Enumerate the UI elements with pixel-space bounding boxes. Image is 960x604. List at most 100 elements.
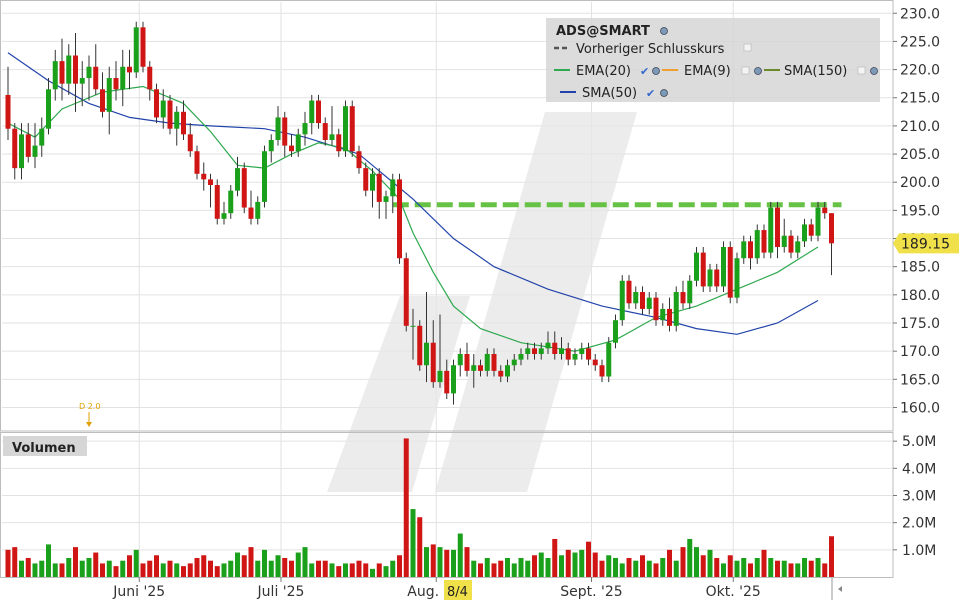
volume-tick-label: 3.0M (902, 488, 936, 504)
volume-bar (815, 557, 821, 577)
legend-sma150-settings-icon[interactable] (870, 67, 878, 75)
legend-ema20-check-icon[interactable]: ✔ (640, 65, 649, 78)
volume-bar (174, 563, 180, 577)
price-axis: 230.0 225.0 220.0 215.0 210.0 205.0 200.0 195.0… (893, 6, 940, 416)
candle (282, 111, 288, 157)
volume-bar (248, 547, 254, 577)
candle-body (39, 128, 45, 146)
price-tick-label: 170.0 (900, 344, 940, 360)
volume-bar (268, 560, 274, 577)
candle-body (775, 207, 780, 247)
legend-ema20-settings-icon[interactable] (652, 67, 660, 75)
candle-body (397, 179, 402, 259)
volume-bar (788, 563, 794, 577)
price-panel-frame (0, 0, 894, 432)
volume-bar (302, 547, 308, 577)
candle (788, 230, 794, 259)
candle (140, 21, 146, 73)
dividend-marker-label: D 2.0 (79, 402, 100, 411)
candle (66, 44, 72, 95)
candle-body (613, 320, 618, 343)
candle (707, 263, 713, 293)
candle-body (532, 348, 537, 354)
legend-ema9-toggle-icon[interactable] (741, 66, 750, 75)
volume-tick-label: 2.0M (902, 516, 936, 532)
candle-body (424, 342, 429, 366)
candle (376, 168, 382, 219)
volume-bar (673, 560, 679, 577)
candle-body (748, 241, 753, 259)
candle-body (579, 348, 585, 354)
candle (552, 331, 558, 360)
candle (133, 21, 139, 79)
volume-bar (768, 557, 774, 577)
legend-ema9-label: EMA(9) (684, 64, 731, 79)
volume-bar (451, 549, 456, 577)
candle-body (32, 145, 38, 157)
volume-bar (660, 557, 666, 577)
candle-body (383, 196, 389, 202)
legend-sma150-toggle-icon[interactable] (857, 66, 866, 75)
legend-sma50-check-icon[interactable]: ✔ (646, 87, 655, 100)
candle-body (343, 106, 348, 152)
price-tick-label: 210.0 (900, 119, 940, 135)
volume-bar (86, 557, 92, 577)
candle-body (538, 348, 544, 354)
panel-frames (0, 0, 894, 578)
volume-bar (498, 560, 504, 577)
candle (275, 106, 281, 146)
volume-bar (100, 563, 105, 577)
legend-ema9-settings-icon[interactable] (754, 67, 762, 75)
volume-bar (518, 557, 524, 577)
candle (592, 353, 598, 371)
candle (363, 162, 369, 197)
candle (498, 365, 504, 383)
volume-bar (552, 538, 558, 577)
legend-prev-close-toggle-icon[interactable] (743, 43, 752, 52)
candle-body (100, 89, 105, 112)
candle-body (208, 179, 213, 186)
candle (397, 173, 402, 264)
volume-bar (120, 560, 126, 577)
candle-body (160, 100, 166, 118)
price-tick-label: 200.0 (900, 175, 940, 191)
volume-bar (417, 517, 423, 577)
candle (79, 61, 85, 107)
candle-body (565, 348, 571, 360)
legend-title: ADS@SMART (556, 24, 650, 39)
candle (808, 218, 814, 242)
volume-bar (795, 563, 801, 577)
candle-body (673, 292, 679, 326)
candle-body (430, 342, 436, 383)
candle (349, 100, 355, 157)
candle (262, 145, 267, 208)
volume-label-background (3, 436, 87, 456)
candle (626, 275, 632, 309)
legend-title-settings-icon[interactable] (660, 27, 668, 35)
candle-body (174, 111, 180, 129)
volume-bar (167, 560, 173, 577)
expand-right-icon[interactable] (838, 586, 842, 592)
scroll-right-handle[interactable] (831, 578, 842, 600)
volume-bar (201, 555, 207, 577)
volume-bar (194, 557, 200, 577)
candle-body (822, 207, 828, 214)
legend-sma50-settings-icon[interactable] (660, 89, 668, 97)
volume-bar (511, 563, 517, 577)
volume-bar (714, 557, 720, 577)
candle (451, 359, 456, 405)
candle-body (754, 230, 760, 259)
volume-bar (403, 438, 409, 577)
candle (484, 348, 490, 377)
volume-bar (687, 538, 693, 577)
volume-tick-label: 1.0M (902, 543, 936, 559)
volume-bar (559, 555, 564, 577)
legend-prev-close-label: Vorheriger Schlusskurs (576, 42, 725, 57)
candle (829, 213, 834, 276)
price-tick-label: 215.0 (900, 91, 940, 107)
volume-bar (484, 557, 490, 577)
candle (802, 218, 807, 247)
volume-bar (457, 533, 463, 577)
